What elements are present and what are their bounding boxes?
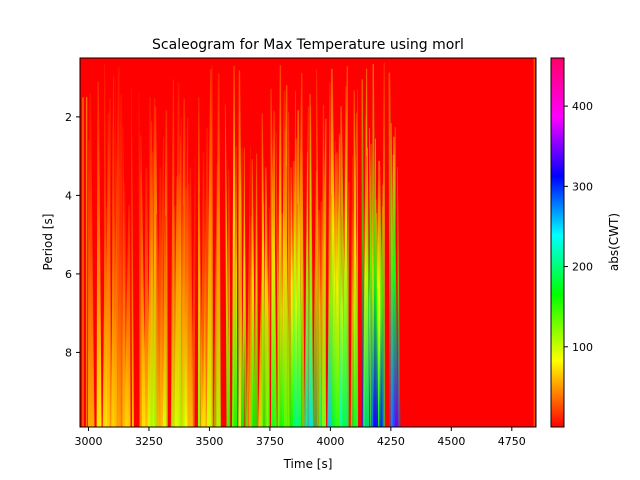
- heatmap-streak: [246, 145, 251, 427]
- heatmap-streak: [363, 156, 370, 427]
- plot-area: [79, 57, 537, 428]
- heatmap-streak: [235, 145, 238, 427]
- heatmap-streak: [122, 126, 127, 427]
- heatmap-streak: [316, 69, 321, 427]
- x-axis: 3000 3250 3500 3750 4000 4250 4500 4750: [74, 427, 526, 448]
- heatmap-streak: [241, 147, 245, 427]
- heatmap-streak: [309, 202, 313, 427]
- heatmap-streak: [117, 203, 122, 427]
- x-axis-label: Time [s]: [283, 457, 333, 471]
- x-tick-label: 3250: [135, 435, 163, 448]
- colorbar-tick-label: 200: [572, 261, 593, 274]
- y-axis-label: Period [s]: [41, 214, 55, 271]
- colorbar-gradient: [550, 57, 565, 428]
- heatmap-streak: [312, 171, 318, 427]
- heatmap-streak: [170, 79, 175, 427]
- heatmap-streak: [279, 213, 285, 427]
- heatmap-streak: [197, 97, 201, 427]
- heatmap-cells: [82, 58, 536, 427]
- heatmap-streak: [261, 113, 267, 427]
- y-tick-label: 8: [65, 346, 72, 359]
- x-tick-label: 3750: [256, 435, 284, 448]
- heatmap-streak: [273, 134, 277, 427]
- heatmap-streak: [103, 167, 107, 427]
- heatmap-streak: [156, 214, 162, 427]
- heatmap-streak: [82, 97, 84, 427]
- heatmap-streak: [251, 159, 256, 427]
- heatmap-streak: [178, 136, 182, 427]
- heatmap-streak: [199, 193, 204, 427]
- heatmap-streak: [270, 88, 276, 427]
- heatmap-streak: [266, 210, 269, 427]
- x-tick-label: 4750: [498, 435, 526, 448]
- colorbar-tick-label: 400: [572, 100, 593, 113]
- heatmap-streak: [206, 69, 212, 427]
- heatmap-streak: [297, 143, 301, 427]
- heatmap-streak: [283, 166, 287, 427]
- x-tick-label: 4500: [437, 435, 465, 448]
- heatmap-streak: [379, 206, 383, 427]
- x-tick-label: 4000: [316, 435, 344, 448]
- x-tick-label: 3000: [74, 435, 102, 448]
- heatmap-streak: [131, 135, 134, 427]
- heatmap-streak: [533, 58, 536, 427]
- heatmap-streak: [162, 215, 167, 427]
- heatmap-streak: [293, 90, 296, 427]
- heatmap-streak: [182, 204, 186, 427]
- heatmap-streak: [397, 167, 401, 427]
- heatmap-streak: [321, 104, 327, 427]
- heatmap-streak: [288, 112, 291, 427]
- heatmap-streak: [112, 129, 118, 427]
- heatmap-streak: [290, 167, 294, 427]
- heatmap-streak: [368, 127, 374, 427]
- x-tick-label: 3500: [195, 435, 223, 448]
- colorbar-tick-label: 100: [572, 341, 593, 354]
- heatmap-streak: [150, 151, 153, 427]
- heatmap-streak: [388, 72, 395, 427]
- heatmap-streak: [232, 176, 237, 427]
- heatmap-streak: [228, 169, 231, 427]
- colorbar-tick-label: 300: [572, 180, 593, 193]
- heatmap-streak: [224, 104, 230, 427]
- heatmap-streak: [215, 73, 221, 427]
- heatmap-streak: [277, 65, 281, 427]
- heatmap-streak: [86, 97, 88, 427]
- heatmap-streak: [140, 135, 146, 427]
- colorbar-ticks: 100 200 300 400: [564, 100, 593, 354]
- heatmap-streak: [356, 89, 359, 427]
- heatmap-streak: [201, 151, 207, 427]
- heatmap-streak: [96, 81, 102, 427]
- colorbar: 100 200 300 400 abs(CWT): [550, 57, 621, 428]
- colorbar-label: abs(CWT): [607, 213, 621, 271]
- heatmap-streak: [238, 147, 243, 427]
- heatmap-streak: [336, 175, 340, 427]
- y-tick-label: 4: [65, 189, 72, 202]
- heatmap-streak: [187, 168, 193, 427]
- y-tick-label: 2: [65, 111, 72, 124]
- heatmap-streak: [331, 154, 337, 427]
- heatmap-streak: [232, 65, 237, 427]
- heatmap-streak: [373, 138, 376, 427]
- heatmap-streak: [351, 211, 356, 427]
- heatmap-streak: [342, 66, 348, 427]
- plot-frame: [79, 57, 537, 428]
- heatmap-streak: [254, 153, 258, 427]
- x-tick-label: 4250: [377, 435, 405, 448]
- heatmap-streak: [327, 193, 332, 427]
- heatmap-streak: [88, 140, 95, 427]
- heatmap-streak: [174, 82, 180, 427]
- heatmap-streak: [392, 154, 398, 427]
- chart-title: Scaleogram for Max Temperature using mor…: [152, 37, 464, 53]
- y-axis: 2 4 6 8: [65, 111, 80, 359]
- y-tick-label: 6: [65, 268, 72, 281]
- heatmap-streak: [350, 155, 353, 427]
- heatmap-streak: [124, 204, 131, 427]
